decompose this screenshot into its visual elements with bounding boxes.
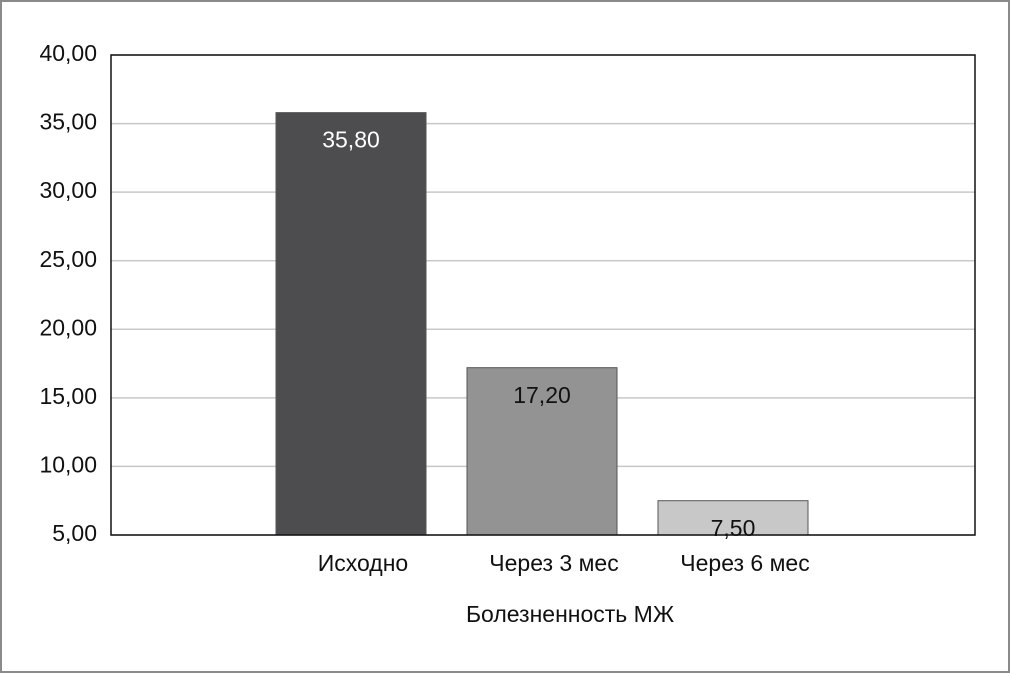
bar: [466, 367, 618, 536]
y-tick-label: 10,00: [39, 452, 97, 478]
bar: [275, 112, 427, 536]
y-tick-label: 40,00: [39, 40, 97, 66]
y-tick-label: 35,00: [39, 109, 97, 135]
plot-border: [110, 54, 976, 536]
x-tick-label: Исходно: [318, 550, 408, 576]
y-tick-label: 15,00: [39, 383, 97, 409]
data-label: 7,50: [711, 515, 756, 541]
y-tick-label: 20,00: [39, 314, 97, 340]
x-tick-label: Через 6 мес: [680, 550, 809, 576]
x-tick-label: Через 3 мес: [489, 550, 618, 576]
y-tick-label: 5,00: [52, 520, 97, 546]
y-tick-label: 30,00: [39, 177, 97, 203]
bar: [657, 500, 809, 536]
data-label: 17,20: [513, 382, 571, 408]
y-tick-label: 25,00: [39, 246, 97, 272]
x-axis-label: Болезненность МЖ: [466, 601, 674, 627]
data-label: 35,80: [322, 127, 380, 153]
